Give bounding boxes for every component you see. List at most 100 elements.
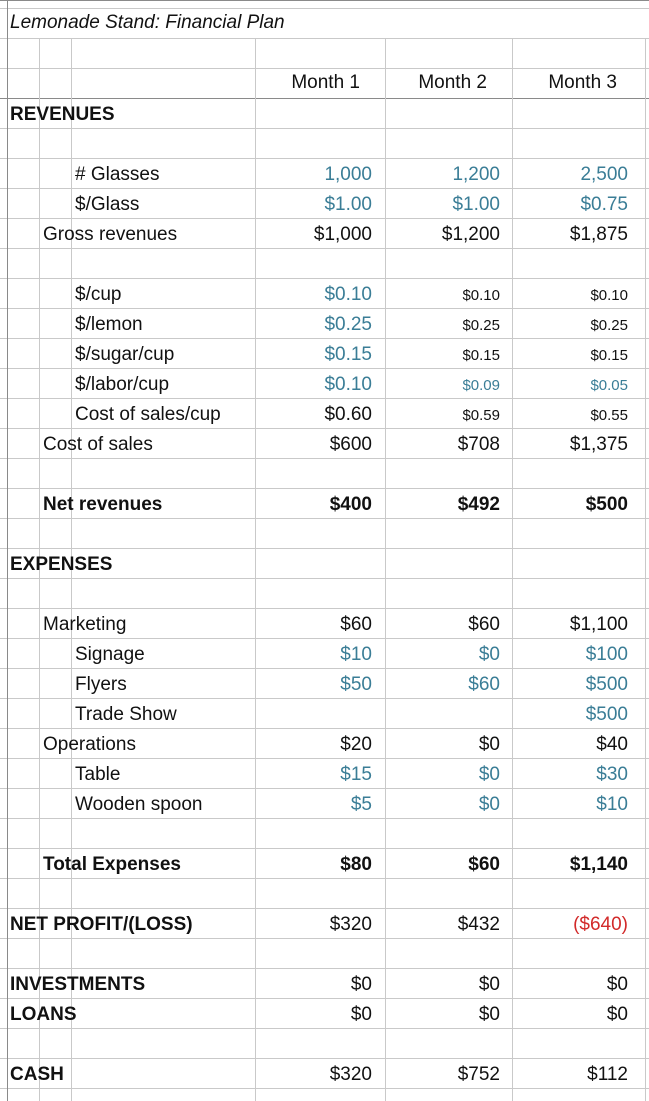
cell-loans-month-2[interactable]: $0	[478, 1004, 500, 1025]
cell-loans-month-3[interactable]: $0	[606, 1004, 628, 1025]
row-label-trade-show[interactable]: Trade Show	[75, 704, 177, 725]
cell-marketing-month-3[interactable]: $1,100	[569, 614, 628, 635]
row-label-table[interactable]: Table	[75, 764, 121, 785]
cell-net-revenues-month-3[interactable]: $500	[585, 494, 628, 515]
cell-cost-of-sales-cup-month-1[interactable]: $0.60	[324, 404, 372, 425]
row-label-price-per-glass[interactable]: $/Glass	[75, 194, 140, 215]
row-gridline	[0, 128, 649, 129]
cell-price-per-glass-month-1[interactable]: $1.00	[324, 194, 372, 215]
cell-signage-month-1[interactable]: $10	[340, 644, 372, 665]
row-label-cash[interactable]: CASH	[10, 1064, 64, 1085]
header-month-1[interactable]: Month 1	[291, 72, 360, 93]
row-label-expenses[interactable]: EXPENSES	[10, 554, 113, 575]
cell-operations-month-2[interactable]: $0	[478, 734, 500, 755]
row-label-sugar[interactable]: $/sugar/cup	[75, 344, 175, 365]
cell-cash-month-1[interactable]: $320	[329, 1064, 372, 1085]
cell-gross-revenues-month-2[interactable]: $1,200	[441, 224, 500, 245]
cell-cup-month-3[interactable]: $0.10	[590, 287, 628, 304]
cell-labor-month-2[interactable]: $0.09	[462, 377, 500, 394]
cell-total-expenses-month-1[interactable]: $80	[340, 854, 372, 875]
cell-table-month-3[interactable]: $30	[596, 764, 628, 785]
cell-operations-month-1[interactable]: $20	[340, 734, 372, 755]
row-label-labor[interactable]: $/labor/cup	[75, 374, 170, 395]
row-label-operations[interactable]: Operations	[43, 734, 136, 755]
cell-investments-month-1[interactable]: $0	[350, 974, 372, 995]
cell-flyers-month-2[interactable]: $60	[468, 674, 500, 695]
cell-trade-show-month-3[interactable]: $500	[585, 704, 628, 725]
cell-total-expenses-month-3[interactable]: $1,140	[569, 854, 628, 875]
cell-net-revenues-month-1[interactable]: $400	[329, 494, 372, 515]
sheet-title[interactable]: Lemonade Stand: Financial Plan	[10, 12, 285, 33]
cell-total-expenses-month-2[interactable]: $60	[468, 854, 500, 875]
row-gridline	[0, 548, 649, 549]
row-label-gross-revenues[interactable]: Gross revenues	[43, 224, 178, 245]
cell-table-month-2[interactable]: $0	[478, 764, 500, 785]
row-label-wooden-spoon[interactable]: Wooden spoon	[75, 794, 203, 815]
cell-cost-of-sales-cup-month-3[interactable]: $0.55	[590, 407, 628, 424]
cell-lemon-month-3[interactable]: $0.25	[590, 317, 628, 334]
column-gridline	[71, 38, 72, 1101]
row-label-lemon[interactable]: $/lemon	[75, 314, 143, 335]
row-label-total-expenses[interactable]: Total Expenses	[43, 854, 181, 875]
cell-lemon-month-2[interactable]: $0.25	[462, 317, 500, 334]
cell-cost-of-sales-cup-month-2[interactable]: $0.59	[462, 407, 500, 424]
cell-price-per-glass-month-2[interactable]: $1.00	[452, 194, 500, 215]
cell-cup-month-1[interactable]: $0.10	[324, 284, 372, 305]
row-label-revenues[interactable]: REVENUES	[10, 104, 115, 125]
row-label-net-profit[interactable]: NET PROFIT/(LOSS)	[10, 914, 193, 935]
row-label-signage[interactable]: Signage	[75, 644, 145, 665]
cell-sugar-month-3[interactable]: $0.15	[590, 347, 628, 364]
row-label-glasses[interactable]: # Glasses	[75, 164, 160, 185]
cell-glasses-month-1[interactable]: 1,000	[324, 164, 372, 185]
cell-labor-month-3[interactable]: $0.05	[590, 377, 628, 394]
cell-cost-of-sales-month-3[interactable]: $1,375	[569, 434, 628, 455]
cell-cash-month-3[interactable]: $112	[587, 1064, 628, 1085]
header-month-2[interactable]: Month 2	[418, 72, 487, 93]
cell-flyers-month-3[interactable]: $500	[585, 674, 628, 695]
cell-flyers-month-1[interactable]: $50	[340, 674, 372, 695]
cell-investments-month-3[interactable]: $0	[606, 974, 628, 995]
row-label-cup[interactable]: $/cup	[75, 284, 122, 305]
cell-sugar-month-1[interactable]: $0.15	[324, 344, 372, 365]
cell-cost-of-sales-month-2[interactable]: $708	[457, 434, 500, 455]
cell-net-revenues-month-2[interactable]: $492	[457, 494, 500, 515]
row-gridline	[0, 398, 649, 399]
cell-cost-of-sales-month-1[interactable]: $600	[329, 434, 372, 455]
cell-signage-month-2[interactable]: $0	[478, 644, 500, 665]
header-month-3[interactable]: Month 3	[548, 72, 617, 93]
cell-net-profit-month-2[interactable]: $432	[457, 914, 500, 935]
cell-wooden-spoon-month-3[interactable]: $10	[596, 794, 628, 815]
cell-lemon-month-1[interactable]: $0.25	[324, 314, 372, 335]
row-gridline	[0, 578, 649, 579]
cell-signage-month-3[interactable]: $100	[585, 644, 628, 665]
cell-loans-month-1[interactable]: $0	[350, 1004, 372, 1025]
cell-net-profit-month-3[interactable]: ($640)	[573, 914, 628, 935]
row-label-investments[interactable]: INVESTMENTS	[10, 974, 146, 995]
cell-cash-month-2[interactable]: $752	[457, 1064, 500, 1085]
cell-sugar-month-2[interactable]: $0.15	[462, 347, 500, 364]
row-label-flyers[interactable]: Flyers	[75, 674, 127, 695]
cell-price-per-glass-month-3[interactable]: $0.75	[580, 194, 628, 215]
cell-cup-month-2[interactable]: $0.10	[462, 287, 500, 304]
cell-marketing-month-1[interactable]: $60	[340, 614, 372, 635]
row-label-loans[interactable]: LOANS	[10, 1004, 77, 1025]
cell-wooden-spoon-month-1[interactable]: $5	[350, 794, 372, 815]
row-gridline	[0, 218, 649, 219]
cell-operations-month-3[interactable]: $40	[596, 734, 628, 755]
cell-glasses-month-3[interactable]: 2,500	[580, 164, 628, 185]
row-gridline	[0, 68, 649, 69]
row-label-cost-of-sales[interactable]: Cost of sales	[43, 434, 153, 455]
row-label-net-revenues[interactable]: Net revenues	[43, 494, 163, 515]
cell-wooden-spoon-month-2[interactable]: $0	[478, 794, 500, 815]
cell-glasses-month-2[interactable]: 1,200	[452, 164, 500, 185]
cell-gross-revenues-month-1[interactable]: $1,000	[313, 224, 372, 245]
cell-marketing-month-2[interactable]: $60	[468, 614, 500, 635]
cell-labor-month-1[interactable]: $0.10	[324, 374, 372, 395]
cell-net-profit-month-1[interactable]: $320	[329, 914, 372, 935]
cell-table-month-1[interactable]: $15	[340, 764, 372, 785]
row-label-marketing[interactable]: Marketing	[43, 614, 127, 635]
cell-gross-revenues-month-3[interactable]: $1,875	[569, 224, 628, 245]
cell-investments-month-2[interactable]: $0	[478, 974, 500, 995]
row-label-cost-of-sales-cup[interactable]: Cost of sales/cup	[75, 404, 221, 425]
